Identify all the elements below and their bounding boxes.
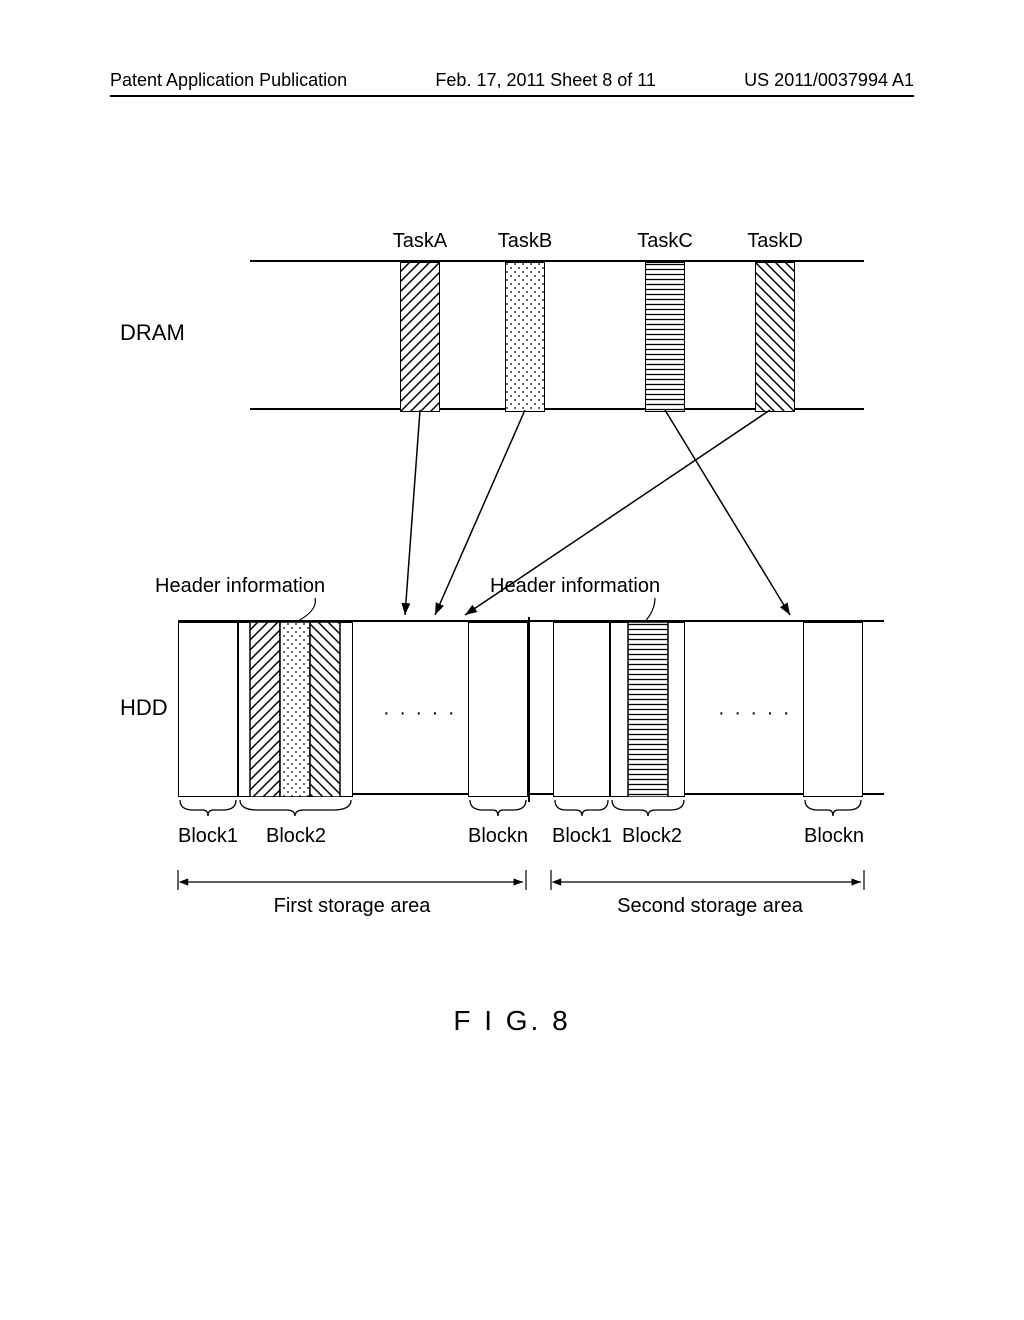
page: Patent Application Publication Feb. 17, … <box>0 0 1024 1320</box>
page-header: Patent Application Publication Feb. 17, … <box>110 70 914 97</box>
area1-block1 <box>178 622 238 797</box>
figure-label: F I G. 8 <box>453 1005 570 1037</box>
area1-block2 <box>238 622 353 797</box>
task-a-label: TaskA <box>393 230 447 253</box>
area2-block1 <box>553 622 610 797</box>
dram-label: DRAM <box>120 320 185 346</box>
hdd-label: HDD <box>120 695 168 721</box>
area1-ellipsis: · · · · · <box>383 702 457 725</box>
hdd-row: · · · · · · · · · · <box>178 620 884 795</box>
header-info-label-1: Header information <box>155 575 325 598</box>
area2-ellipsis: · · · · · <box>718 702 792 725</box>
area-divider <box>528 617 530 802</box>
header-right: US 2011/0037994 A1 <box>744 70 914 91</box>
area1-blockn-label: Blockn <box>468 825 528 848</box>
task-d-bar <box>755 262 795 412</box>
task-d-label: TaskD <box>747 230 803 253</box>
area1-block1-label: Block1 <box>178 825 238 848</box>
task-b-label: TaskB <box>498 230 552 253</box>
second-storage-area-label: Second storage area <box>617 895 803 918</box>
area2-block1-label: Block1 <box>552 825 612 848</box>
area2-block2 <box>610 622 685 797</box>
diagram: DRAM TaskA TaskB TaskC TaskD <box>110 200 914 1200</box>
area2-blockn <box>803 622 863 797</box>
first-storage-area-label: First storage area <box>274 895 431 918</box>
dram-row: TaskA TaskB TaskC TaskD <box>250 260 864 410</box>
area2-blockn-label: Blockn <box>804 825 864 848</box>
header-info-label-2: Header information <box>490 575 660 598</box>
task-a-bar <box>400 262 440 412</box>
header-center: Feb. 17, 2011 Sheet 8 of 11 <box>435 70 656 91</box>
task-b-bar <box>505 262 545 412</box>
block-braces <box>178 798 898 828</box>
header-left: Patent Application Publication <box>110 70 347 91</box>
area1-blockn <box>468 622 528 797</box>
task-c-label: TaskC <box>637 230 693 253</box>
area1-block2-label: Block2 <box>266 825 326 848</box>
area2-block2-label: Block2 <box>622 825 682 848</box>
task-c-bar <box>645 262 685 412</box>
